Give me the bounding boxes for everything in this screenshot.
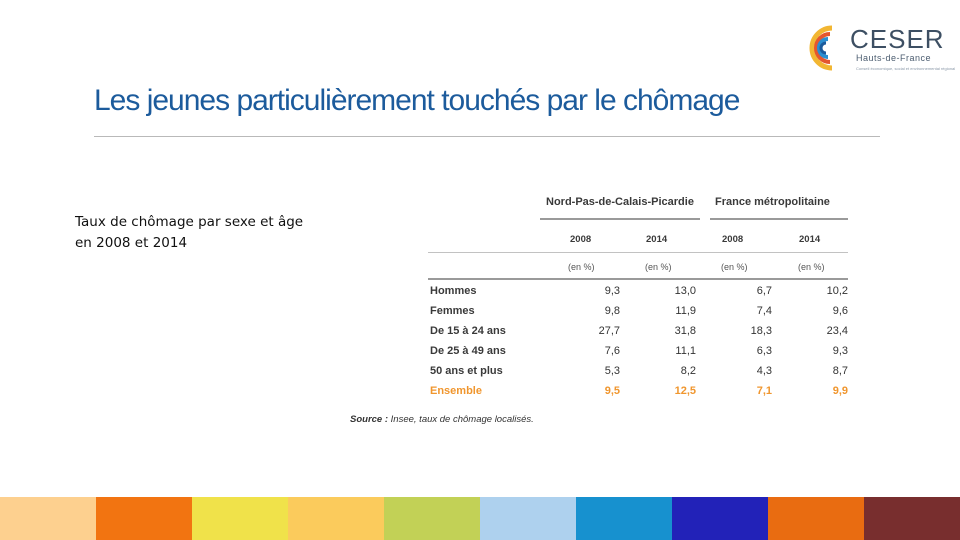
table-cell: 11,1 [675,345,696,357]
table-cell: 12,5 [674,385,696,397]
body-divider [428,278,848,280]
title-divider [94,136,880,137]
table-row: Hommes 9,3 13,0 6,7 10,2 [428,282,848,302]
table-row: 50 ans et plus 5,3 8,2 4,3 8,7 [428,362,848,382]
color-band-segment [192,497,288,540]
year-header: 2014 [646,234,668,245]
color-band-segment [576,497,672,540]
table-cell: 9,9 [832,385,848,397]
color-band-segment [864,497,960,540]
table-row: De 15 à 24 ans 27,7 31,8 18,3 23,4 [428,322,848,342]
slide-title: Les jeunes particulièrement touchés par … [94,84,740,117]
unit-label: (en %) [721,262,748,272]
ceser-logo: CESER Hauts-de-France Conseil économique… [802,20,956,80]
unit-label: (en %) [568,262,595,272]
color-band-segment [672,497,768,540]
table-cell: 10,2 [826,285,848,297]
row-label: 50 ans et plus [430,365,503,377]
table-row: De 25 à 49 ans 7,6 11,1 6,3 9,3 [428,342,848,362]
table-cell: 6,7 [756,285,772,297]
table-cell: 6,3 [756,345,772,357]
caption-line-1: Taux de chômage par sexe et âge [75,214,304,230]
unit-label: (en %) [645,262,672,272]
header-divider [428,252,848,253]
caption-line-2: en 2008 et 2014 [75,235,188,251]
row-label: De 15 à 24 ans [430,325,506,337]
group-header-france: France métropolitaine [715,196,830,208]
year-header: 2008 [722,234,744,245]
table-row: Femmes 9,8 11,9 7,4 9,6 [428,302,848,322]
unit-label: (en %) [798,262,825,272]
group-header-region: Nord-Pas-de-Calais-Picardie [546,196,694,208]
table-cell: 27,7 [598,325,620,337]
source-text: Insee, taux de chômage localisés. [390,414,534,425]
color-band-segment [384,497,480,540]
logo-name: CESER [850,24,945,54]
color-band-segment [288,497,384,540]
logo-tagline: Conseil économique, social et environnem… [856,66,956,71]
row-label: Ensemble [430,385,482,397]
table-cell: 23,4 [826,325,848,337]
group-rule-france [710,218,848,220]
table-cell: 8,2 [680,365,696,377]
table-cell: 4,3 [756,365,772,377]
table-source: Source : Insee, taux de chômage localisé… [350,414,534,425]
year-header: 2008 [570,234,592,245]
table-cell: 7,6 [604,345,620,357]
table-cell: 8,7 [832,365,848,377]
year-header: 2014 [799,234,821,245]
table-row-total: Ensemble 9,5 12,5 7,1 9,9 [428,382,848,402]
table-cell: 9,3 [604,285,620,297]
table-cell: 9,6 [832,305,848,317]
row-label: Femmes [430,305,475,317]
color-band-segment [768,497,864,540]
table-cell: 7,1 [756,385,772,397]
table-cell: 11,9 [675,305,696,317]
color-band-segment [0,497,96,540]
row-label: Hommes [430,285,477,297]
color-band-segment [480,497,576,540]
table-cell: 5,3 [604,365,620,377]
row-label: De 25 à 49 ans [430,345,506,357]
logo-subtitle: Hauts-de-France [856,53,932,63]
table-cell: 7,4 [756,305,772,317]
ceser-logo-icon [809,25,833,71]
source-label: Source : [350,414,389,425]
bottom-color-band [0,497,960,540]
color-band-segment [96,497,192,540]
table-cell: 9,5 [604,385,620,397]
table-caption: Taux de chômage par sexe et âge en 2008 … [75,212,303,254]
table-cell: 9,8 [604,305,620,317]
table-cell: 9,3 [832,345,848,357]
table-cell: 18,3 [750,325,772,337]
group-rule-region [540,218,700,220]
table-cell: 13,0 [674,285,696,297]
table-cell: 31,8 [674,325,696,337]
